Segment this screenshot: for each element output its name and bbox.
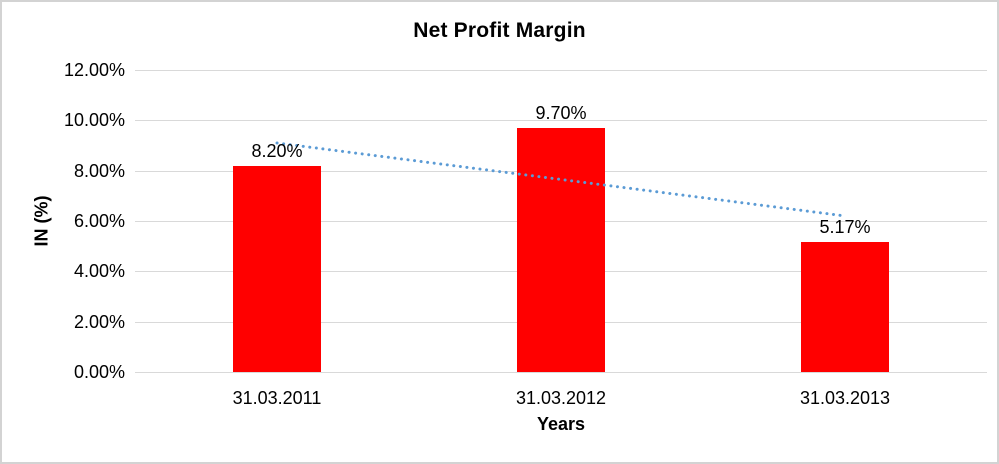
y-tick-label: 8.00%	[73, 161, 125, 181]
gridline	[135, 372, 987, 373]
y-tick-label: 6.00%	[73, 211, 125, 231]
bar-value-label: 9.70%	[535, 103, 587, 123]
y-tick-label: 2.00%	[73, 312, 125, 332]
bar-value-label: 8.20%	[251, 141, 303, 161]
bar-value-label: 5.17%	[819, 217, 871, 237]
x-tick-label: 31.03.2011	[232, 388, 322, 408]
y-tick-label: 10.00%	[63, 110, 125, 130]
x-tick-label: 31.03.2013	[799, 388, 891, 408]
bar-31.03.2013	[801, 242, 889, 372]
y-tick-label: 0.00%	[73, 362, 125, 382]
y-tick-label: 4.00%	[73, 261, 125, 281]
x-axis-title: Years	[536, 414, 586, 434]
bar-31.03.2012	[517, 128, 605, 372]
chart-title: Net Profit Margin	[413, 19, 586, 42]
gridline	[135, 70, 987, 71]
gridline	[135, 120, 987, 121]
x-tick-label: 31.03.2012	[515, 388, 607, 408]
bar-31.03.2011	[233, 166, 321, 372]
y-tick-label: 12.00%	[63, 60, 125, 80]
